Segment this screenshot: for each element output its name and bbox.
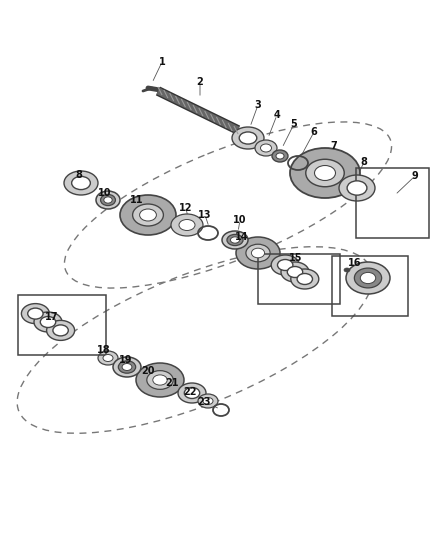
Ellipse shape xyxy=(236,237,280,269)
Ellipse shape xyxy=(272,150,288,162)
Ellipse shape xyxy=(344,268,350,272)
Text: 4: 4 xyxy=(274,110,280,120)
Text: 9: 9 xyxy=(412,171,418,181)
Ellipse shape xyxy=(261,144,272,152)
Ellipse shape xyxy=(278,260,293,271)
Ellipse shape xyxy=(339,175,375,201)
Text: 23: 23 xyxy=(197,397,211,407)
Ellipse shape xyxy=(53,325,68,336)
Text: 20: 20 xyxy=(141,366,155,376)
Ellipse shape xyxy=(96,191,120,209)
Ellipse shape xyxy=(103,354,113,361)
Ellipse shape xyxy=(98,351,118,365)
Ellipse shape xyxy=(104,197,112,203)
Ellipse shape xyxy=(222,231,248,249)
Ellipse shape xyxy=(122,364,132,370)
Ellipse shape xyxy=(203,398,213,405)
Ellipse shape xyxy=(297,273,312,285)
Ellipse shape xyxy=(230,237,240,243)
Ellipse shape xyxy=(184,387,200,399)
Ellipse shape xyxy=(40,317,56,327)
Ellipse shape xyxy=(255,140,277,156)
Ellipse shape xyxy=(354,268,381,288)
Text: 21: 21 xyxy=(165,378,179,388)
Ellipse shape xyxy=(314,166,336,181)
Ellipse shape xyxy=(239,132,257,144)
Text: 15: 15 xyxy=(289,253,303,263)
Ellipse shape xyxy=(171,214,203,236)
Ellipse shape xyxy=(198,394,218,408)
Ellipse shape xyxy=(287,266,303,278)
Ellipse shape xyxy=(179,220,195,230)
Ellipse shape xyxy=(21,304,49,324)
Text: 5: 5 xyxy=(291,119,297,129)
Text: 19: 19 xyxy=(119,355,133,365)
Ellipse shape xyxy=(347,181,367,195)
Ellipse shape xyxy=(147,370,173,389)
Ellipse shape xyxy=(113,357,141,377)
Ellipse shape xyxy=(227,235,243,246)
Text: 16: 16 xyxy=(348,258,362,268)
Ellipse shape xyxy=(72,176,90,190)
Text: 7: 7 xyxy=(331,141,337,151)
Bar xyxy=(356,168,429,238)
Ellipse shape xyxy=(246,244,270,262)
Text: 18: 18 xyxy=(97,345,111,355)
Text: 17: 17 xyxy=(45,312,59,322)
Ellipse shape xyxy=(34,312,62,332)
Text: 10: 10 xyxy=(98,188,112,198)
Text: 2: 2 xyxy=(197,77,203,87)
Ellipse shape xyxy=(360,272,376,284)
Ellipse shape xyxy=(46,320,74,341)
Ellipse shape xyxy=(271,255,299,275)
Text: 11: 11 xyxy=(130,195,144,205)
Ellipse shape xyxy=(290,148,360,198)
Text: 6: 6 xyxy=(311,127,318,137)
Text: 13: 13 xyxy=(198,210,212,220)
Text: 1: 1 xyxy=(159,57,166,67)
Ellipse shape xyxy=(276,153,284,159)
Text: 12: 12 xyxy=(179,203,193,213)
Ellipse shape xyxy=(136,363,184,397)
Text: 10: 10 xyxy=(233,215,247,225)
Ellipse shape xyxy=(346,262,390,294)
Ellipse shape xyxy=(133,204,163,226)
Ellipse shape xyxy=(178,383,206,403)
Ellipse shape xyxy=(251,248,265,258)
Ellipse shape xyxy=(101,195,116,206)
Text: 8: 8 xyxy=(360,157,367,167)
Ellipse shape xyxy=(291,269,319,289)
Ellipse shape xyxy=(306,159,344,187)
Ellipse shape xyxy=(232,127,264,149)
Ellipse shape xyxy=(153,375,167,385)
Ellipse shape xyxy=(140,209,156,221)
Ellipse shape xyxy=(120,195,176,235)
Bar xyxy=(258,254,340,304)
Text: 8: 8 xyxy=(76,170,82,180)
Ellipse shape xyxy=(64,171,98,195)
Text: 3: 3 xyxy=(254,100,261,110)
Ellipse shape xyxy=(118,361,136,373)
Ellipse shape xyxy=(281,262,309,282)
Text: 22: 22 xyxy=(183,387,197,397)
Bar xyxy=(18,295,106,355)
Bar xyxy=(332,256,408,316)
Text: 14: 14 xyxy=(235,232,249,242)
Ellipse shape xyxy=(28,308,43,319)
